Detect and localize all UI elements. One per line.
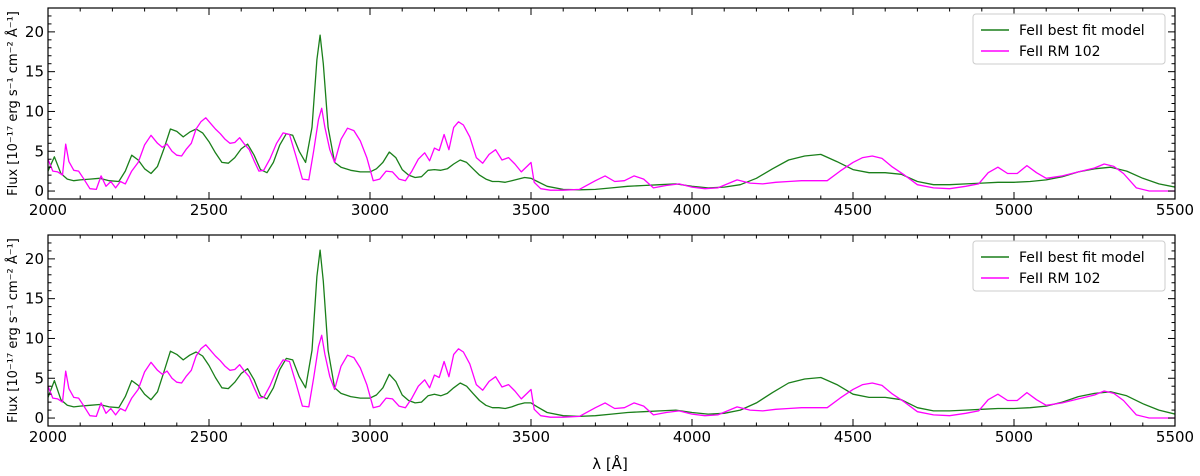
y-tick-label: 5: [34, 142, 44, 160]
y-tick-label: 20: [25, 23, 44, 41]
legend-box: [972, 13, 1166, 65]
y-tick-label: 10: [25, 329, 44, 347]
y-axis-label: Flux [10⁻¹⁷ erg s⁻¹ cm⁻² Å⁻¹]: [5, 238, 21, 423]
x-tick-label: 5500: [1156, 201, 1194, 219]
y-axis-label: Flux [10⁻¹⁷ erg s⁻¹ cm⁻² Å⁻¹]: [5, 11, 21, 196]
bottom-panel: 2000 2500 3000 3500 4000 4500 5000 5500 0 5 10 15 20…: [5, 234, 1194, 446]
legend-entry: FeII RM 102: [1019, 271, 1101, 287]
y-tick-label: 10: [25, 102, 44, 120]
y-tick-label: 15: [25, 63, 44, 81]
x-tick-label: 2000: [29, 428, 67, 446]
y-tick-label: 20: [25, 250, 44, 268]
y-tick-label: 15: [25, 290, 44, 308]
x-tick-label: 3500: [512, 201, 550, 219]
x-tick-label: 3000: [351, 428, 389, 446]
x-tick-label: 5500: [1156, 428, 1194, 446]
legend: FeII best fit model FeII RM 102: [972, 13, 1166, 65]
x-tick-label: 5000: [995, 201, 1033, 219]
x-tick-label: 3500: [512, 428, 550, 446]
x-tick-label: 2000: [29, 201, 67, 219]
y-tick-label: 0: [34, 409, 44, 427]
x-tick-label: 4000: [673, 201, 711, 219]
legend: FeII best fit model FeII RM 102: [972, 240, 1166, 292]
series-line-rm-102: [48, 107, 1175, 192]
x-tick-label: 4500: [834, 201, 872, 219]
y-tick-label: 5: [34, 369, 44, 387]
x-axis-label: λ [Å]: [592, 454, 628, 473]
x-tick-label: 4500: [834, 428, 872, 446]
legend-box: [972, 240, 1166, 292]
x-tick-label: 4000: [673, 428, 711, 446]
series-line-best-fit-model: [48, 249, 1175, 418]
series-line-best-fit-model: [48, 34, 1175, 191]
x-tick-label: 2500: [190, 428, 228, 446]
x-tick-label: 3000: [351, 201, 389, 219]
y-tick-label: 0: [34, 182, 44, 200]
x-tick-label: 5000: [995, 428, 1033, 446]
x-tick-label: 2500: [190, 201, 228, 219]
legend-entry: FeII best fit model: [1019, 23, 1145, 39]
legend-entry: FeII best fit model: [1019, 250, 1145, 266]
series-line-rm-102: [48, 334, 1175, 419]
top-panel: 2000 2500 3000 3500 4000 4500 5000 5500 0 5 10 15 20…: [5, 7, 1194, 219]
legend-entry: FeII RM 102: [1019, 44, 1101, 60]
